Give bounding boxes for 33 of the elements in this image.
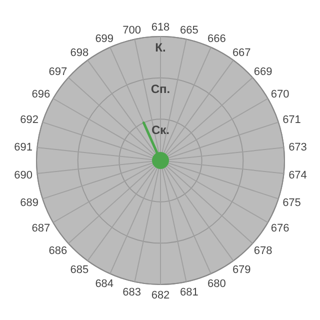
spoke-label: 683	[122, 286, 141, 299]
spoke-label: 697	[48, 66, 68, 78]
spoke-label: 700	[122, 24, 141, 36]
spoke-label: 673	[288, 141, 307, 154]
spoke-label: 618	[151, 22, 170, 34]
spoke-label: 698	[70, 47, 89, 60]
spoke-label: 676	[270, 222, 290, 234]
spoke-label: 684	[95, 278, 114, 290]
y-tick-label: Сп.	[150, 82, 170, 96]
spoke-label: 691	[14, 141, 32, 154]
spoke-label: 665	[180, 24, 198, 36]
spoke-label: 692	[20, 114, 38, 126]
spoke-label: 685	[70, 264, 89, 276]
spoke-label: 671	[282, 114, 301, 126]
y-tick-label: Ск.	[151, 123, 170, 138]
spoke-label: 667	[232, 47, 251, 60]
spoke-label: 669	[254, 66, 272, 78]
spoke-label: 689	[20, 196, 38, 209]
spoke-label: 687	[32, 222, 50, 234]
spoke-label: 670	[270, 88, 290, 100]
spoke-label: 696	[32, 88, 50, 100]
spoke-label: 666	[207, 33, 226, 46]
spoke-label: 680	[207, 278, 226, 290]
spoke-label: 675	[282, 196, 301, 209]
spoke-label: 690	[14, 170, 32, 182]
spoke-label: 686	[48, 245, 68, 258]
spoke-label: 681	[180, 286, 198, 299]
spoke-label: 699	[95, 33, 114, 46]
spoke-label: 674	[288, 170, 307, 182]
spoke-label: 678	[254, 245, 272, 258]
spoke-label: 679	[232, 264, 251, 276]
spoke-label: 682	[151, 290, 170, 302]
y-tick-label: К.	[155, 40, 166, 54]
